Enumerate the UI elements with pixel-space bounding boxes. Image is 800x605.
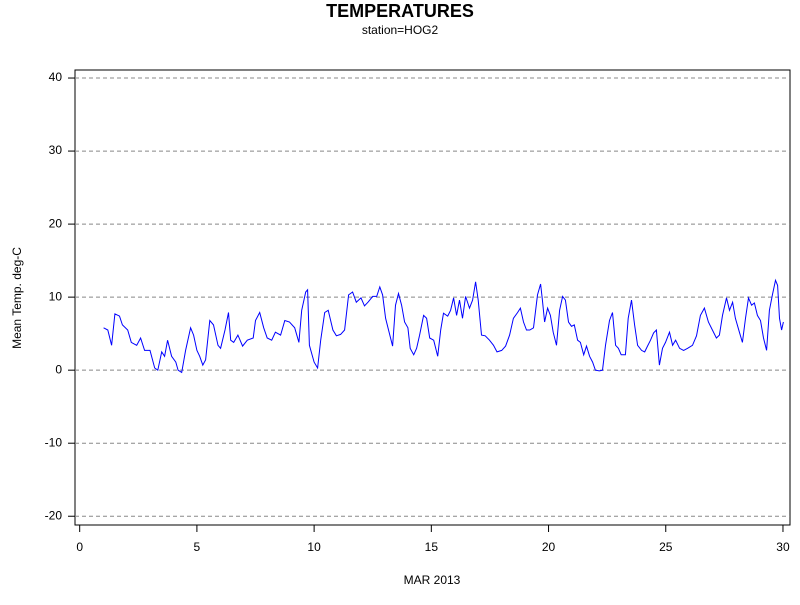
x-tick-label: 20 bbox=[542, 540, 556, 554]
x-tick-label: 15 bbox=[425, 540, 439, 554]
y-tick-label: 10 bbox=[49, 289, 63, 303]
x-axis-label: MAR 2013 bbox=[404, 573, 461, 587]
y-tick-label: 20 bbox=[49, 216, 63, 230]
x-tick-label: 5 bbox=[194, 540, 201, 554]
chart-title: TEMPERATURES bbox=[326, 1, 474, 21]
y-tick-label: 40 bbox=[49, 70, 63, 84]
y-tick-label: -10 bbox=[45, 435, 63, 449]
y-tick-label: 0 bbox=[55, 362, 62, 376]
data-line bbox=[103, 278, 784, 374]
x-tick-label: 0 bbox=[76, 540, 83, 554]
y-tick-label: 30 bbox=[49, 143, 63, 157]
y-tick-label: -20 bbox=[45, 508, 63, 522]
y-axis-label: Mean Temp. deg-C bbox=[10, 247, 24, 349]
x-tick-label: 25 bbox=[659, 540, 673, 554]
x-tick-label: 10 bbox=[307, 540, 321, 554]
x-tick-label: 30 bbox=[776, 540, 790, 554]
chart-subtitle: station=HOG2 bbox=[362, 23, 439, 37]
